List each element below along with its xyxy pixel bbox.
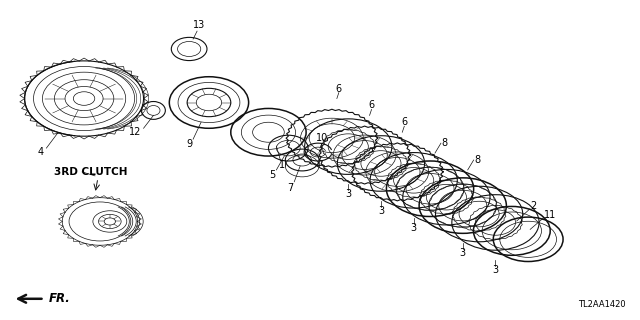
Text: 3: 3 (378, 206, 384, 216)
Text: 13: 13 (193, 20, 205, 30)
Text: 2: 2 (531, 201, 537, 211)
Text: 8: 8 (474, 155, 481, 165)
Text: 3: 3 (345, 189, 351, 199)
Text: 6: 6 (336, 84, 342, 94)
Text: 10: 10 (316, 133, 328, 143)
Text: 3: 3 (460, 248, 466, 258)
Text: 3RD CLUTCH: 3RD CLUTCH (54, 167, 128, 177)
Text: 1: 1 (279, 160, 285, 170)
Text: 3: 3 (411, 223, 417, 233)
Text: 6: 6 (401, 117, 407, 127)
Text: 8: 8 (442, 138, 448, 148)
Text: 3: 3 (492, 265, 499, 275)
Text: 11: 11 (544, 210, 556, 220)
Text: 5: 5 (269, 170, 276, 180)
Text: 12: 12 (129, 127, 142, 137)
Text: FR.: FR. (49, 292, 70, 305)
Text: 6: 6 (369, 100, 374, 110)
Text: 4: 4 (37, 147, 44, 157)
Text: 7: 7 (287, 183, 293, 193)
Text: TL2AA1420: TL2AA1420 (578, 300, 625, 309)
Text: 9: 9 (186, 139, 192, 149)
